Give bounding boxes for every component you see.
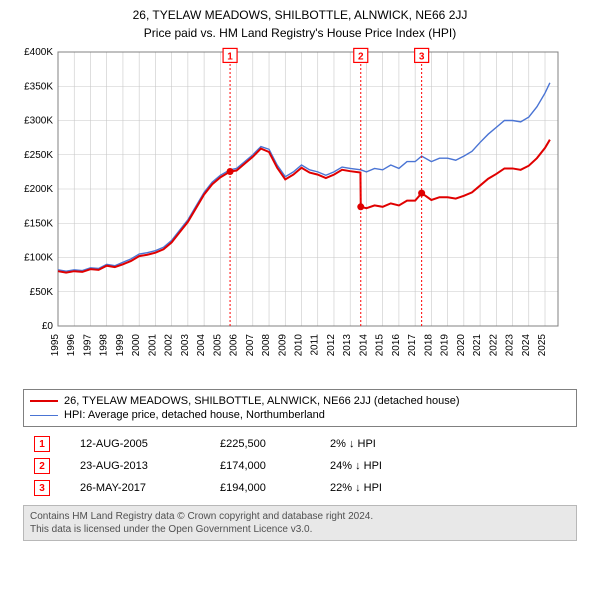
chart-subtitle: Price paid vs. HM Land Registry's House … xyxy=(10,26,590,40)
svg-text:2000: 2000 xyxy=(131,334,142,357)
svg-text:1: 1 xyxy=(227,51,233,62)
svg-text:2005: 2005 xyxy=(212,334,223,357)
svg-text:1998: 1998 xyxy=(99,334,110,357)
sale-hpi-delta: 22% ↓ HPI xyxy=(330,482,470,494)
legend-swatch xyxy=(30,400,58,402)
svg-text:2003: 2003 xyxy=(180,334,191,357)
svg-text:2008: 2008 xyxy=(261,334,272,357)
legend-item: 26, TYELAW MEADOWS, SHILBOTTLE, ALNWICK,… xyxy=(30,394,570,408)
svg-text:£100K: £100K xyxy=(24,253,53,264)
svg-text:2010: 2010 xyxy=(294,334,305,357)
legend: 26, TYELAW MEADOWS, SHILBOTTLE, ALNWICK,… xyxy=(23,389,577,427)
svg-text:2006: 2006 xyxy=(229,334,240,357)
svg-text:2017: 2017 xyxy=(407,334,418,357)
legend-swatch xyxy=(30,415,58,416)
svg-text:£200K: £200K xyxy=(24,184,53,195)
svg-text:2: 2 xyxy=(358,51,364,62)
sale-hpi-delta: 24% ↓ HPI xyxy=(330,460,470,472)
svg-text:2018: 2018 xyxy=(423,334,434,357)
svg-text:2014: 2014 xyxy=(358,334,369,357)
legend-label: 26, TYELAW MEADOWS, SHILBOTTLE, ALNWICK,… xyxy=(64,395,460,407)
chart-container: 26, TYELAW MEADOWS, SHILBOTTLE, ALNWICK,… xyxy=(0,0,600,545)
svg-text:2009: 2009 xyxy=(277,334,288,357)
svg-text:3: 3 xyxy=(419,51,425,62)
footer-line-2: This data is licensed under the Open Gov… xyxy=(30,523,570,536)
svg-text:2007: 2007 xyxy=(245,334,256,357)
svg-text:£50K: £50K xyxy=(30,287,54,298)
sale-price: £225,500 xyxy=(220,438,330,450)
sale-date: 12-AUG-2005 xyxy=(80,438,220,450)
svg-text:2022: 2022 xyxy=(488,334,499,357)
sale-marker-icon: 3 xyxy=(34,480,50,496)
sales-table: 1 12-AUG-2005£225,5002% ↓ HPI 2 23-AUG-2013… xyxy=(30,433,570,499)
svg-text:£300K: £300K xyxy=(24,116,53,127)
svg-text:2023: 2023 xyxy=(505,334,516,357)
svg-text:2024: 2024 xyxy=(521,334,532,357)
sale-price: £174,000 xyxy=(220,460,330,472)
sale-row: 2 23-AUG-2013£174,00024% ↓ HPI xyxy=(30,455,570,477)
svg-text:£350K: £350K xyxy=(24,81,53,92)
svg-text:2025: 2025 xyxy=(537,334,548,357)
svg-text:2016: 2016 xyxy=(391,334,402,357)
svg-text:2020: 2020 xyxy=(456,334,467,357)
svg-text:£0: £0 xyxy=(42,321,54,332)
price-chart: £0 £50K £100K £150K £200K £250K £300K £350K £400… xyxy=(10,46,570,376)
sale-marker-icon: 1 xyxy=(34,436,50,452)
sale-date: 23-AUG-2013 xyxy=(80,460,220,472)
chart-title: 26, TYELAW MEADOWS, SHILBOTTLE, ALNWICK,… xyxy=(10,8,590,22)
svg-text:£150K: £150K xyxy=(24,218,53,229)
svg-text:£250K: £250K xyxy=(24,150,53,161)
sale-price: £194,000 xyxy=(220,482,330,494)
svg-text:1999: 1999 xyxy=(115,334,126,357)
sale-hpi-delta: 2% ↓ HPI xyxy=(330,438,470,450)
svg-text:£400K: £400K xyxy=(24,47,53,58)
legend-label: HPI: Average price, detached house, Nort… xyxy=(64,409,325,421)
svg-text:2013: 2013 xyxy=(342,334,353,357)
svg-text:2019: 2019 xyxy=(440,334,451,357)
svg-text:2002: 2002 xyxy=(164,334,175,357)
svg-text:2012: 2012 xyxy=(326,334,337,357)
legend-item: HPI: Average price, detached house, Nort… xyxy=(30,408,570,422)
svg-text:1996: 1996 xyxy=(66,334,77,357)
sale-marker-icon: 2 xyxy=(34,458,50,474)
svg-text:1997: 1997 xyxy=(82,334,93,357)
sale-row: 3 26-MAY-2017£194,00022% ↓ HPI xyxy=(30,477,570,499)
svg-text:2004: 2004 xyxy=(196,334,207,357)
svg-text:2001: 2001 xyxy=(147,334,158,357)
svg-text:2015: 2015 xyxy=(375,334,386,357)
svg-text:2021: 2021 xyxy=(472,334,483,357)
svg-text:2011: 2011 xyxy=(310,334,321,356)
svg-text:1995: 1995 xyxy=(50,334,61,357)
sale-row: 1 12-AUG-2005£225,5002% ↓ HPI xyxy=(30,433,570,455)
footer-line-1: Contains HM Land Registry data © Crown c… xyxy=(30,510,570,523)
attribution-footer: Contains HM Land Registry data © Crown c… xyxy=(23,505,577,541)
sale-date: 26-MAY-2017 xyxy=(80,482,220,494)
